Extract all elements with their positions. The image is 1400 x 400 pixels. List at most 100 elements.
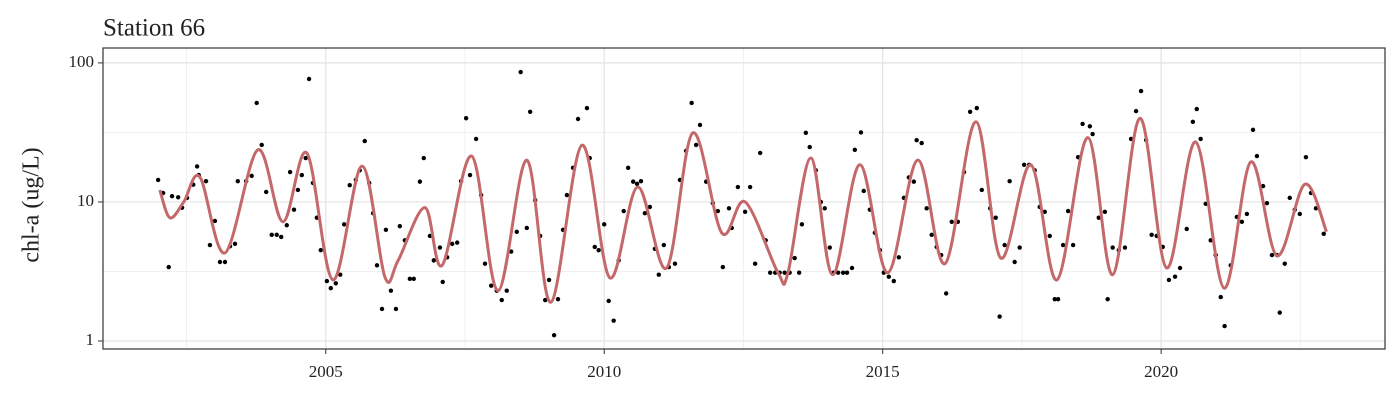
data-point (742, 209, 748, 214)
data-point (1260, 183, 1266, 189)
data-point (596, 247, 601, 253)
data-point (1122, 245, 1128, 250)
data-point (499, 297, 504, 303)
data-point (634, 181, 640, 187)
data-point (1184, 226, 1189, 232)
data-point (1102, 209, 1108, 214)
data-point (1149, 232, 1154, 238)
data-point (967, 109, 973, 115)
data-point (1021, 162, 1027, 168)
data-point (564, 192, 570, 198)
data-point (796, 270, 802, 275)
data-point (175, 195, 181, 200)
x-tick-label: 2005 (309, 362, 343, 381)
data-point (1080, 121, 1085, 127)
data-point (697, 122, 703, 128)
data-point (792, 255, 797, 261)
data-point (1250, 127, 1256, 133)
data-point (287, 169, 293, 175)
data-point (606, 298, 611, 304)
data-point (1012, 259, 1017, 265)
data-point (693, 142, 699, 148)
data-point (303, 155, 308, 161)
data-point (720, 264, 726, 270)
data-point (284, 223, 289, 228)
data-point (621, 208, 626, 214)
data-point (347, 182, 352, 188)
data-point (328, 285, 333, 291)
data-point (551, 333, 557, 338)
data-point (1138, 88, 1144, 94)
data-point (169, 194, 175, 199)
data-point (630, 179, 636, 184)
data-point (411, 276, 416, 282)
data-point (747, 184, 753, 190)
data-point (661, 242, 667, 248)
data-point (431, 258, 437, 263)
data-point (1055, 296, 1061, 302)
data-point (919, 140, 924, 146)
data-point (625, 165, 631, 171)
data-point (943, 291, 949, 296)
data-point (656, 272, 661, 277)
data-point (555, 296, 561, 302)
data-point (1166, 277, 1172, 283)
data-point (752, 261, 758, 266)
data-point (1203, 201, 1208, 206)
data-point (974, 105, 979, 111)
data-point (914, 138, 919, 143)
data-point (279, 234, 284, 240)
data-point (993, 215, 998, 220)
data-point (1172, 274, 1178, 279)
data-point (584, 105, 590, 111)
data-point (1002, 242, 1007, 248)
data-point (362, 138, 367, 144)
y-tick-label: 100 (69, 52, 95, 71)
data-point (482, 261, 488, 266)
data-point (592, 244, 597, 250)
data-point (194, 164, 200, 169)
data-point (715, 208, 721, 214)
data-point (911, 179, 917, 184)
data-point (463, 116, 469, 121)
data-point (1065, 208, 1071, 214)
y-tick-label: 1 (86, 330, 95, 349)
trend-line (158, 116, 1328, 304)
data-point (1042, 209, 1047, 214)
data-point (1017, 245, 1022, 250)
data-point (1269, 252, 1275, 258)
data-point (1303, 154, 1309, 160)
data-point (542, 297, 548, 303)
data-point (803, 130, 809, 136)
data-point (212, 218, 218, 224)
data-point (1190, 119, 1196, 125)
data-point (207, 242, 213, 248)
data-point (1277, 310, 1282, 315)
data-point (249, 173, 254, 179)
data-point (896, 255, 902, 260)
data-point (1060, 242, 1066, 248)
data-point (1052, 296, 1057, 302)
data-point (852, 147, 858, 153)
data-point (379, 306, 385, 312)
data-point (269, 232, 274, 238)
data-point (1218, 294, 1223, 300)
data-point (924, 206, 929, 211)
data-point (767, 270, 773, 275)
data-point (166, 264, 171, 270)
chart-title: Station 66 (103, 15, 205, 42)
data-point (388, 288, 394, 293)
data-point (602, 222, 607, 227)
data-point (504, 288, 509, 293)
data-point (235, 179, 240, 184)
data-point (672, 261, 678, 266)
data-point (1244, 211, 1250, 217)
data-point (840, 270, 846, 275)
data-point (757, 150, 763, 156)
data-point (886, 274, 891, 279)
data-point (155, 177, 161, 183)
data-point (440, 279, 445, 285)
data-point (333, 281, 338, 286)
y-tick-label: 10 (77, 191, 94, 210)
